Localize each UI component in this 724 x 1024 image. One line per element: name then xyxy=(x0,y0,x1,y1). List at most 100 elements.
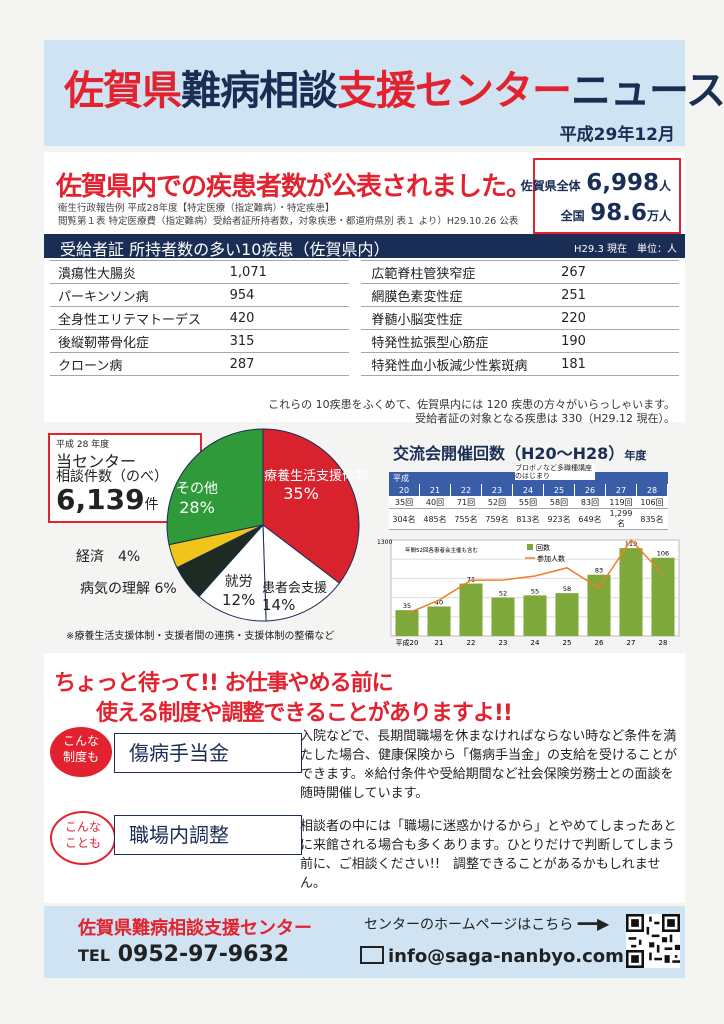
topic-2-title: 職場内調整 xyxy=(114,815,302,855)
header-banner: 佐賀県難病相談支援センターニュース 平成29年12月 xyxy=(44,40,724,146)
meeting-table-cell: 106回 xyxy=(636,496,668,509)
x-tick-label: 24 xyxy=(531,639,540,647)
consult-count-unit: 件 xyxy=(144,497,159,513)
meeting-table-cell: 813名 xyxy=(512,508,544,530)
bar-value-label: 40 xyxy=(435,598,443,606)
homepage-link[interactable]: センターのホームページはこちら ━━▶ xyxy=(364,914,609,934)
meeting-table-cell: 755名 xyxy=(450,508,482,530)
bar xyxy=(587,574,611,636)
pie-label-disease: 病気の理解 6% xyxy=(80,578,177,598)
pie-label-disease-pct: 6% xyxy=(154,581,177,597)
meeting-table-cell: 649名 xyxy=(574,508,606,530)
row-gap xyxy=(349,284,362,307)
pie-label-patient-name: 患者会支援 xyxy=(262,581,328,596)
disease-name: パーキンソン病 xyxy=(50,283,222,307)
meeting-table-cell: 22 xyxy=(450,484,482,496)
total-box: 佐賀県全体 6,998人 全国 98.6万人 xyxy=(521,158,681,234)
email-link[interactable]: info@saga-nanbyo.com xyxy=(360,946,624,967)
chart-annotation: 年間52回各患者会主催も含む xyxy=(405,546,478,554)
table-unit-note: H29.3 現在 単位：人 xyxy=(574,244,677,255)
meeting-table-cell: 835名 xyxy=(636,508,668,530)
meeting-table-cell: 83回 xyxy=(574,496,606,509)
bar xyxy=(619,548,643,636)
total-saga-unit: 人 xyxy=(658,179,671,193)
title-part-2: 難病相談 xyxy=(181,68,338,114)
qr-code-icon[interactable] xyxy=(626,914,680,968)
disease-name: 潰瘍性大腸炎 xyxy=(50,260,222,284)
disease-name: クローン病 xyxy=(50,352,222,376)
meeting-table-cell: 24 xyxy=(512,484,544,496)
table-row: パーキンソン病 954 網膜色素変性症 251 xyxy=(50,283,679,307)
table-footnote-1: これらの 10疾患をふくめて、佐賀県内には 120 疾患の方々がいらっしゃいます… xyxy=(268,398,675,411)
homepage-text[interactable]: センターのホームページはこちら xyxy=(364,917,574,933)
page-title: 佐賀県難病相談支援センターニュース xyxy=(64,58,724,116)
topic-2-badge-line-1: こんな xyxy=(64,820,101,834)
total-national: 全国 98.6万人 xyxy=(561,200,671,226)
meeting-table: 平成 20 21 22 23 24 25 26 27 28 35回 40回 71回 52回 55回 58回 83… xyxy=(389,472,668,530)
meeting-table-row: 20 21 22 23 24 25 26 27 28 xyxy=(389,484,668,496)
disease-count: 315 xyxy=(221,329,349,353)
disease-count: 1,071 xyxy=(221,260,349,284)
phone-value[interactable]: 0952-97-9632 xyxy=(117,942,290,967)
section-headline: 佐賀県内での疾患者数が公表されました。 xyxy=(56,172,532,202)
pie-slice xyxy=(262,428,360,584)
bar xyxy=(459,583,483,636)
consult-count-value: 6,139 xyxy=(56,483,145,516)
consult-count: 6,139件 xyxy=(56,483,159,516)
meeting-table-cell: 28 xyxy=(636,484,668,496)
pie-label-care-pct: 35% xyxy=(283,484,319,503)
bar-value-label: 106 xyxy=(657,550,669,558)
table-row: 全身性エリテマトーデス 420 脊髄小脳変性症 220 xyxy=(50,306,679,330)
email-text[interactable]: info@saga-nanbyo.com xyxy=(388,946,624,967)
legend-swatch-count xyxy=(527,544,533,550)
topic-1-badge-line-1: こんな xyxy=(62,734,99,748)
disease-count: 954 xyxy=(221,283,349,307)
meeting-bar-chart: 1300年間52回各患者会主催も含む35平成204021712252235524… xyxy=(377,538,680,647)
x-tick-label: 平成20 xyxy=(396,638,419,647)
center-name: 佐賀県難病相談支援センター xyxy=(78,918,312,939)
meeting-table-cell: 40回 xyxy=(419,496,451,509)
meeting-table-cell: 52回 xyxy=(481,496,513,509)
disease-name: 特発性血小板減少性紫斑病 xyxy=(361,352,554,376)
people-line xyxy=(406,538,664,615)
x-tick-label: 27 xyxy=(627,639,636,647)
x-tick-label: 26 xyxy=(595,639,604,647)
disease-count: 420 xyxy=(221,306,349,330)
pie-label-economy: 経済 4% xyxy=(76,546,140,566)
row-gap xyxy=(349,330,362,353)
total-national-unit: 万人 xyxy=(646,209,671,223)
pie-label-patient: 患者会支援 14% xyxy=(262,577,327,614)
meeting-table-cell: 20 xyxy=(389,484,420,496)
meeting-table-cell: 1,299名 xyxy=(605,508,637,530)
bar-chart-title-text: 交流会開催回数（H20〜H28） xyxy=(393,444,625,463)
meeting-table-cell: 58回 xyxy=(543,496,575,509)
topic-1-badge-line-2: 制度も xyxy=(62,750,99,764)
pie-label-other-name: その他 xyxy=(176,481,218,497)
bar xyxy=(651,557,675,636)
phone-label: TEL xyxy=(78,946,111,965)
notice-line-2: 使える制度や調整できることがありますよ!! xyxy=(96,701,513,726)
pie-label-care: 療養生活支援体制 35% xyxy=(264,465,369,503)
legend-label-count: 回数 xyxy=(536,543,550,552)
topic-1-badge: こんな 制度も xyxy=(50,727,112,777)
notice-line-1: ちょっと待って!! お仕事やめる前に xyxy=(54,671,394,696)
disease-count: 181 xyxy=(553,352,679,376)
bar xyxy=(491,597,515,636)
x-tick-label: 23 xyxy=(499,639,508,647)
pie-label-care-name: 療養生活支援体制 xyxy=(264,469,369,484)
meeting-table-cell: 119回 xyxy=(605,496,637,509)
bar-chart-title-suffix: 年度 xyxy=(624,449,647,462)
consult-label-2: 相談件数（のべ） xyxy=(56,469,168,485)
title-part-3: 支援センター xyxy=(337,68,572,114)
bar-value-label: 35 xyxy=(403,602,411,610)
disease-name: 全身性エリテマトーデス xyxy=(50,306,222,330)
disease-count: 287 xyxy=(221,352,349,376)
work-support-section: ちょっと待って!! お仕事やめる前に 使える制度や調整できることがありますよ!!… xyxy=(44,653,685,903)
bar-chart-title: 交流会開催回数（H20〜H28）年度 xyxy=(393,440,646,464)
meeting-table-cell: 55回 xyxy=(512,496,544,509)
meeting-table-cell: 759名 xyxy=(481,508,513,530)
consult-label-1: 当センター xyxy=(56,452,137,471)
meeting-table-cell: 27 xyxy=(605,484,637,496)
bar-value-label: 119 xyxy=(625,540,637,548)
bar xyxy=(523,595,547,636)
